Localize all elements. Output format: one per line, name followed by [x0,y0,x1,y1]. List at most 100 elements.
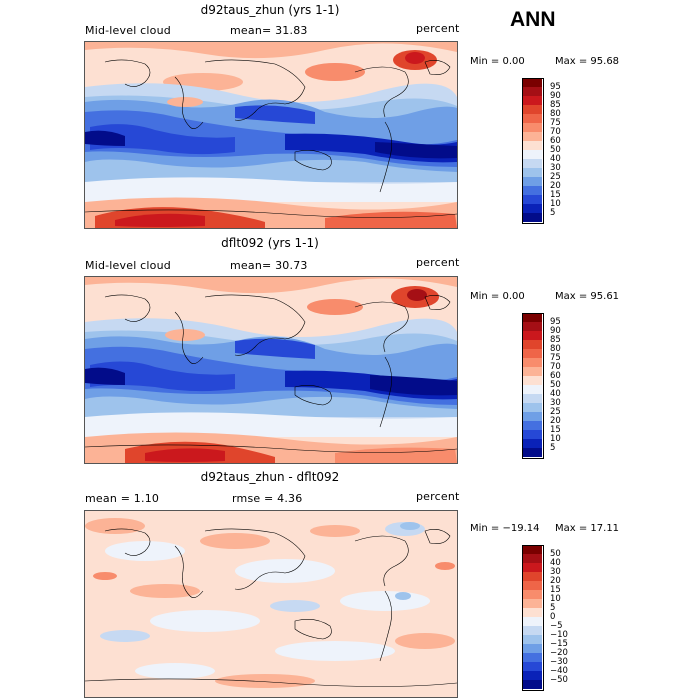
panel-1-mean: mean= 31.83 [230,24,308,37]
colorbar-tick-label: 80 [550,109,561,119]
colorbar-swatch [522,367,542,376]
colorbar-swatch [522,394,542,403]
colorbar-swatch [522,159,542,168]
colorbar-swatch [522,680,542,689]
colorbar-tick-label: 15 [550,425,561,435]
colorbar-swatch [522,204,542,213]
colorbar-swatch [522,123,542,132]
colorbar-tick-label: 95 [550,82,561,92]
colorbar-swatch [522,340,542,349]
colorbar-tick-label: 40 [550,558,561,568]
colorbar-swatch [522,430,542,439]
colorbar-tick-label: 70 [550,127,561,137]
colorbar-swatch [522,617,542,626]
panel-1-map-svg [85,42,457,228]
panel-3-mean: mean = 1.10 [85,492,160,505]
colorbar-tick-label: 40 [550,154,561,164]
colorbar-swatch [522,177,542,186]
panel-1-left-label: Mid-level cloud [85,24,171,37]
colorbar-tick-label: 5 [550,443,556,453]
colorbar-swatch [522,195,542,204]
colorbar-tick-label: 0 [550,612,556,622]
colorbar-swatch [522,572,542,581]
colorbar-swatch [522,141,542,150]
colorbar-swatch [522,662,542,671]
colorbar-tick-label: −10 [550,630,568,640]
colorbar-tick-label: −20 [550,648,568,658]
colorbar-swatch [522,403,542,412]
colorbar-swatch [522,581,542,590]
colorbar-tick-label: 20 [550,416,561,426]
colorbar-tick-label: 70 [550,362,561,372]
colorbar-tick-label: 50 [550,145,561,155]
colorbar-tick-label: 80 [550,344,561,354]
colorbar-swatch [522,448,542,457]
panel-3-title: d92taus_zhun - dflt092 [200,470,340,484]
colorbar-tick-label: −30 [550,657,568,667]
colorbar-tick-label: 15 [550,190,561,200]
panel-2-mean: mean= 30.73 [230,259,308,272]
panel-2-max: Max = 95.61 [555,291,620,302]
colorbar-swatch [522,439,542,448]
colorbar-swatch [522,322,542,331]
colorbar-tick-label: −40 [550,666,568,676]
colorbar-tick-label: 60 [550,136,561,146]
colorbar-swatch [522,421,542,430]
colorbar-swatch [522,545,542,554]
colorbar-tick-label: 90 [550,326,561,336]
panel-3-min: Min = −19.14 [470,523,540,534]
colorbar-swatch [522,554,542,563]
colorbar-tick-label: 5 [550,603,556,613]
colorbar-tick-label: −5 [550,621,563,631]
season-label: ANN [510,8,556,31]
colorbar-tick-label: 40 [550,389,561,399]
colorbar-swatch [522,599,542,608]
colorbar-swatch [522,114,542,123]
colorbar-tick-label: 20 [550,181,561,191]
colorbar-tick-label: −50 [550,675,568,685]
colorbar-tick-label: 25 [550,407,561,417]
colorbar-swatch [522,412,542,421]
colorbar-tick-label: 75 [550,118,561,128]
colorbar-swatch [522,385,542,394]
colorbar-frame [522,313,544,459]
colorbar-swatch [522,78,542,87]
panel-3-max: Max = 17.11 [555,523,620,534]
colorbar-tick-label: −15 [550,639,568,649]
colorbar-tick-label: 75 [550,353,561,363]
panel-2-min: Min = 0.00 [470,291,525,302]
colorbar-tick-label: 5 [550,208,556,218]
colorbar-swatch [522,626,542,635]
colorbar-swatch [522,331,542,340]
colorbar-swatch [522,563,542,572]
colorbar-swatch [522,313,542,322]
colorbar-tick-label: 10 [550,594,561,604]
panel-2-title: dflt092 (yrs 1-1) [221,236,319,250]
colorbar-tick-label: 10 [550,434,561,444]
panel-2-left-label: Mid-level cloud [85,259,171,272]
colorbar-tick-label: 60 [550,371,561,381]
colorbar-tick-label: 85 [550,100,561,110]
panel-1-units: percent [416,22,460,35]
colorbar-swatch [522,358,542,367]
panel-3-map-svg [85,511,457,697]
colorbar-tick-label: 95 [550,317,561,327]
colorbar-swatch [522,186,542,195]
colorbar-swatch [522,653,542,662]
panel-2-units: percent [416,256,460,269]
colorbar-swatch [522,213,542,222]
colorbar-swatch [522,105,542,114]
colorbar-swatch [522,132,542,141]
colorbar-tick-label: 20 [550,576,561,586]
panel-1-max: Max = 95.68 [555,56,620,67]
panel-1-map [84,41,458,229]
colorbar-swatch [522,671,542,680]
colorbar-swatch [522,96,542,105]
colorbar-tick-label: 10 [550,199,561,209]
colorbar-tick-label: 90 [550,91,561,101]
panel-3-map [84,510,458,698]
panel-2-map-svg [85,277,457,463]
colorbar-swatch [522,608,542,617]
colorbar-tick-label: 30 [550,163,561,173]
colorbar-tick-label: 15 [550,585,561,595]
